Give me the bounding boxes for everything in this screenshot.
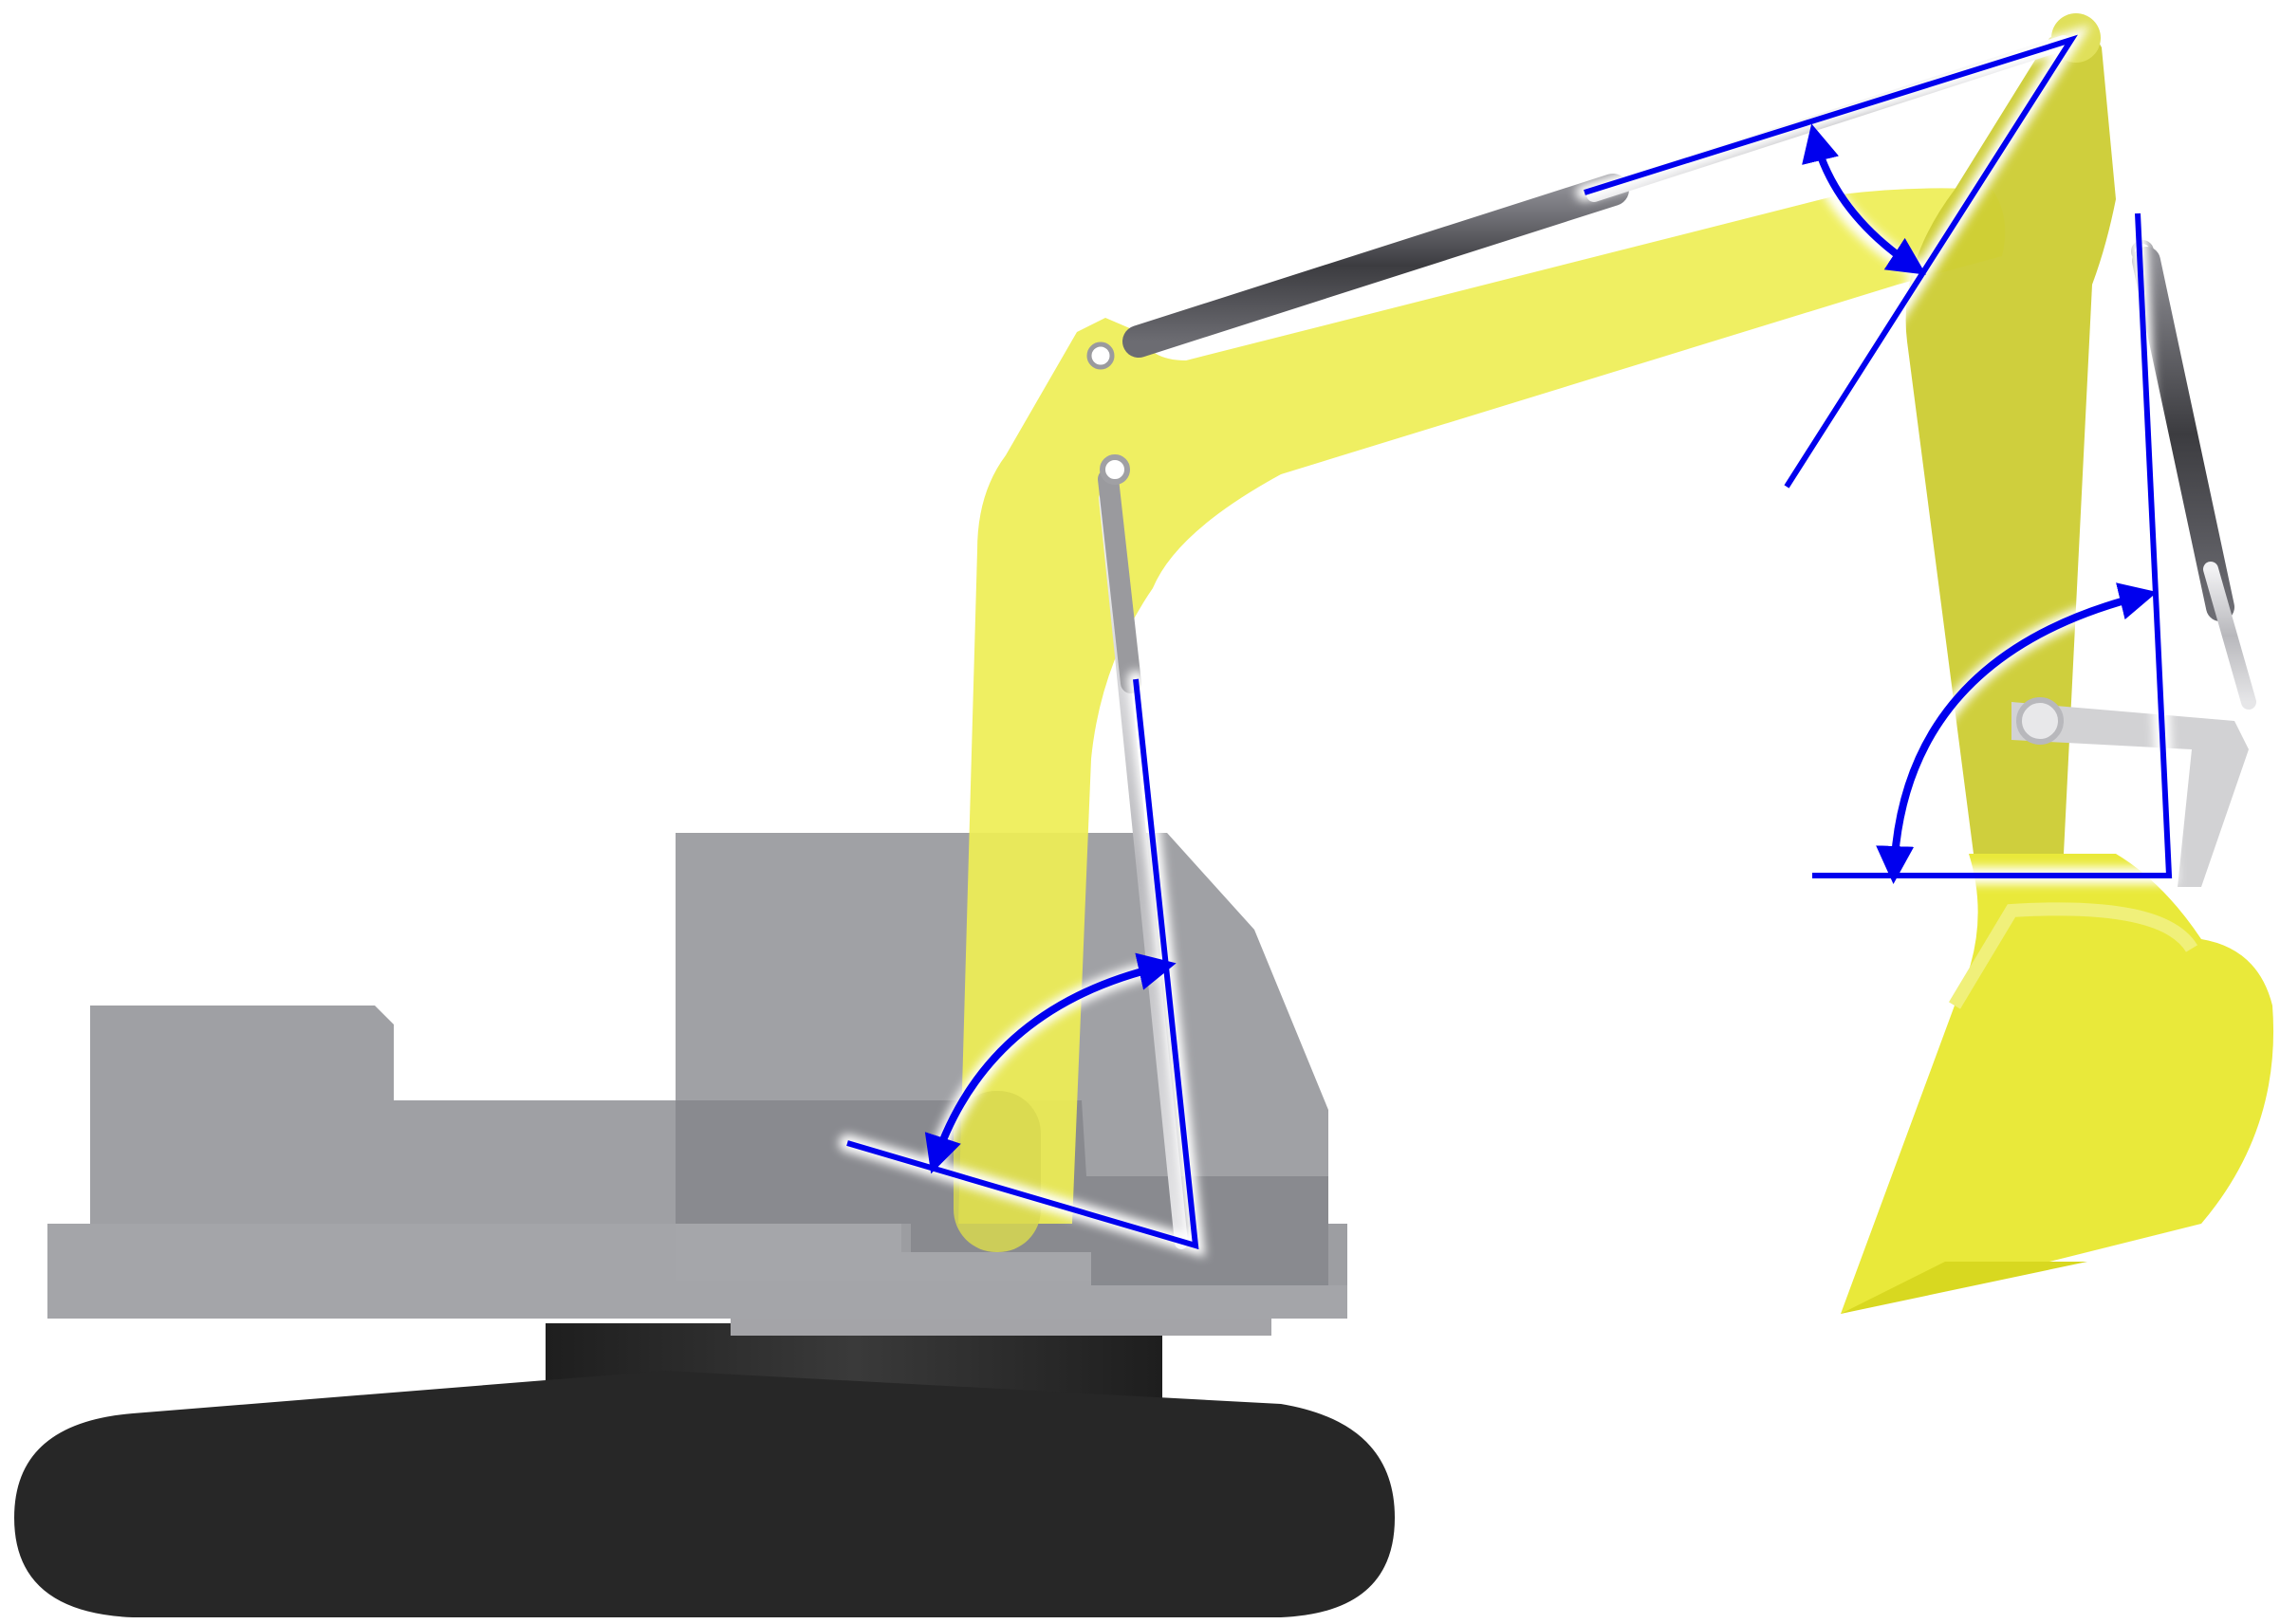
boom-angle-lines xyxy=(846,678,1199,1250)
boom-pin xyxy=(1086,341,1115,370)
bucket-angle-arc xyxy=(1876,582,2158,884)
arm-cylinder-barrel xyxy=(1122,174,1629,358)
arm-angle-arc xyxy=(1802,123,1927,275)
boom-angle-marker xyxy=(846,678,1199,1250)
bucket-lip xyxy=(1948,902,2197,1009)
arm-angle-marker xyxy=(1584,34,2078,489)
bucket-cylinder-rod xyxy=(2203,562,2256,710)
bucket-link xyxy=(2011,702,2249,887)
crawler-track xyxy=(14,1319,1395,1617)
boom-cylinder-barrel xyxy=(1098,469,1141,693)
deck-rim xyxy=(47,1224,1347,1319)
bucket-cylinder-barrel xyxy=(2132,247,2234,621)
bucket-shell xyxy=(1841,854,2274,1314)
track-belt xyxy=(14,1371,1395,1617)
boom-cylinder-pin xyxy=(1100,454,1130,485)
slew-bearing xyxy=(731,1319,1271,1336)
bucket-angle-marker xyxy=(1812,212,2173,884)
boom-body xyxy=(958,188,2006,1224)
boom-angle-arc xyxy=(924,952,1177,1174)
bucket-teeth xyxy=(1841,1262,2087,1314)
bucket xyxy=(1841,854,2274,1314)
arm-angle-lines xyxy=(1584,34,2078,489)
link-pin xyxy=(2016,697,2064,745)
